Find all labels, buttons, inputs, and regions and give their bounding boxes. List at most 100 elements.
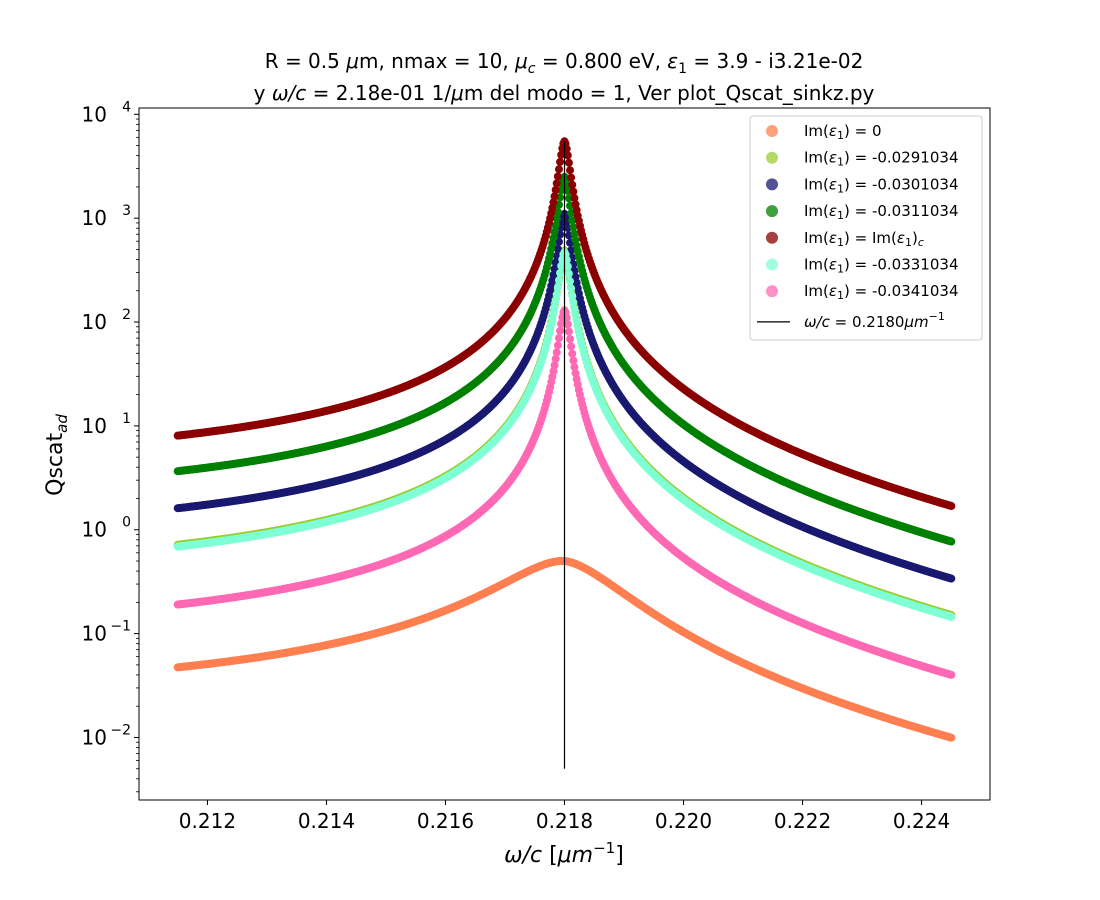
y-tick-label: 10 [82, 518, 107, 542]
data-point [553, 172, 562, 181]
data-point [564, 158, 573, 167]
data-point [554, 334, 563, 343]
data-point [568, 291, 577, 300]
y-tick-exponent: 1 [122, 411, 131, 427]
data-point [554, 237, 563, 246]
series-0 [173, 556, 956, 742]
text-part: μ [514, 49, 528, 73]
data-point [567, 246, 576, 255]
data-point [563, 262, 572, 271]
text-part: m del modo = 1, Ver plot_Qscat_sinkz.py [464, 81, 875, 105]
x-tick-label: 0.218 [536, 809, 593, 833]
data-point [552, 348, 561, 357]
data-point [564, 269, 573, 278]
data-point [554, 165, 563, 174]
x-axis: 0.212 0.214 0.216 0.218 0.220 0.222 0.224 [179, 800, 950, 833]
data-point [553, 245, 562, 253]
data-point [947, 501, 956, 510]
series-group [173, 137, 956, 742]
data-point [570, 194, 579, 203]
y-tick-label: 10 [82, 414, 107, 438]
data-point [551, 296, 560, 305]
data-point [566, 166, 575, 175]
data-point [553, 341, 562, 350]
text-part: y [254, 81, 272, 105]
series-2 [173, 209, 956, 583]
text-part: ω/c [272, 81, 306, 105]
series-5 [173, 248, 956, 621]
x-tick-label: 0.220 [655, 809, 712, 833]
data-point [550, 227, 559, 236]
data-point [557, 319, 566, 328]
data-point [947, 537, 956, 546]
data-point [551, 354, 560, 363]
data-point [554, 276, 563, 285]
x-tick-label: 0.216 [417, 809, 474, 833]
data-point [563, 320, 572, 329]
data-point [568, 180, 577, 189]
data-point [550, 192, 559, 201]
data-point [552, 179, 561, 188]
series-3 [173, 172, 956, 546]
data-point [553, 207, 562, 216]
data-point [549, 270, 558, 279]
data-point [549, 198, 558, 207]
data-point [556, 157, 565, 166]
text-part: = 2.18e-01 1/ [306, 81, 451, 105]
x-tick-label: 0.224 [893, 809, 950, 833]
data-point [570, 363, 579, 372]
data-point [570, 305, 579, 314]
text-part: 10 [82, 622, 107, 646]
text-part: 1 [678, 61, 687, 77]
series-4 [173, 137, 956, 510]
data-point [557, 150, 566, 159]
data-point [569, 356, 578, 365]
y-tick-exponent: 0 [122, 515, 131, 531]
data-point [549, 309, 558, 318]
y-tick-label: 10 [82, 725, 107, 749]
data-point [549, 367, 558, 376]
data-point [564, 327, 573, 336]
series-6 [173, 306, 956, 679]
data-point [566, 335, 575, 344]
data-point [549, 233, 558, 242]
data-point [568, 349, 577, 358]
text-part: m, nmax = 10, [359, 49, 515, 73]
text-part: = 0.800 eV, [536, 49, 668, 73]
data-point [567, 173, 576, 182]
data-point [947, 733, 956, 742]
data-point [556, 326, 565, 335]
data-point [567, 342, 576, 351]
data-point [553, 283, 562, 292]
data-point [557, 261, 566, 270]
data-point [566, 277, 575, 286]
data-point [947, 612, 956, 621]
title-line-1: R = 0.5 μm, nmax = 10, μc = 0.800 eV, ε1… [265, 49, 864, 77]
y-tick-exponent: −2 [110, 722, 131, 738]
plot-area [138, 107, 991, 801]
y-tick-label: 10 [82, 622, 107, 646]
data-point [552, 290, 561, 299]
data-point [551, 186, 560, 195]
data-point [550, 303, 559, 312]
text-part: 10 [82, 414, 107, 438]
data-point [947, 574, 956, 583]
text-part: 10 [82, 518, 107, 542]
chart-title: R = 0.5 μm, nmax = 10, μc = 0.800 eV, ε1… [254, 49, 875, 105]
data-point [550, 361, 559, 370]
data-point [567, 284, 576, 293]
data-point [563, 151, 572, 160]
data-point [570, 229, 579, 238]
data-point [556, 268, 565, 277]
text-part: R = 0.5 [265, 49, 347, 73]
x-tick-label: 0.214 [298, 809, 355, 833]
data-point [568, 216, 577, 225]
y-tick-exponent: −1 [110, 619, 131, 635]
text-part: ε [667, 49, 678, 73]
data-point [569, 223, 578, 232]
data-point [947, 670, 956, 679]
data-point [569, 187, 578, 196]
data-point [569, 298, 578, 307]
text-part: = 3.9 - i3.21e-02 [687, 49, 863, 73]
